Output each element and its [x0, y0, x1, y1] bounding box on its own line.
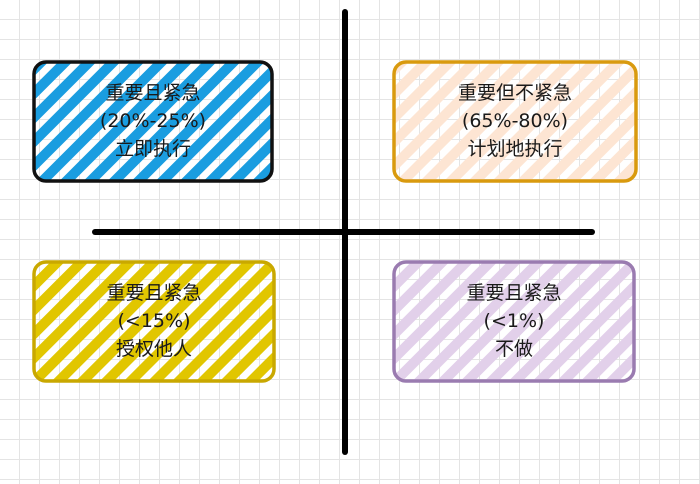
- quadrant-3-label: 重要且紧急 (<15%) 授权他人: [34, 279, 274, 363]
- quadrant-2-action: 计划地执行: [467, 138, 563, 160]
- quadrant-3-hatch: [34, 262, 274, 381]
- quadrant-1-hatch: [34, 62, 272, 181]
- quadrant-4-label: 重要且紧急 (<1%) 不做: [394, 279, 634, 363]
- quadrant-1-label: 重要且紧急 (20%-25%) 立即执行: [34, 79, 272, 163]
- quadrant-2-box: [392, 60, 638, 183]
- quadrant-3-title: 重要且紧急: [106, 282, 202, 304]
- quadrant-4-border: [392, 260, 636, 383]
- quadrant-1-border: [32, 60, 274, 183]
- quadrant-2-label: 重要但不紧急 (65%-80%) 计划地执行: [394, 79, 636, 163]
- quadrant-2-border: [392, 60, 638, 183]
- quadrant-2-hatch: [394, 62, 636, 181]
- quadrant-2-percent: (65%-80%): [461, 110, 569, 132]
- quadrant-1-percent: (20%-25%): [99, 110, 207, 132]
- quadrant-2-title: 重要但不紧急: [457, 82, 572, 104]
- quadrant-4-action: 不做: [494, 338, 533, 360]
- quadrant-4-percent: (<1%): [483, 310, 545, 332]
- quadrant-4-hatch: [394, 262, 634, 381]
- quadrant-3-box: [32, 260, 276, 383]
- quadrant-3-border: [32, 260, 276, 383]
- quadrant-4-title: 重要且紧急: [466, 282, 562, 304]
- quadrant-3-percent: (<15%): [117, 310, 191, 332]
- quadrant-1-box: [32, 60, 274, 183]
- quadrant-4-box: [392, 260, 636, 383]
- quadrant-1-action: 立即执行: [114, 138, 191, 160]
- quadrant-1-title: 重要且紧急: [105, 82, 201, 104]
- quadrant-3-action: 授权他人: [115, 338, 192, 360]
